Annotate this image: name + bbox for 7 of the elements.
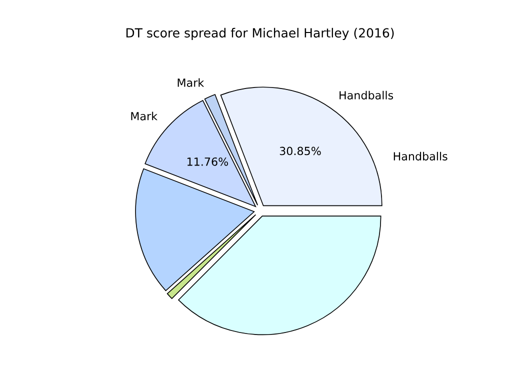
text: Handballs — [394, 152, 448, 160]
slice-label: Mark — [178, 78, 204, 87]
data-label: 11.76% — [187, 157, 228, 166]
slice-label: Mark — [131, 112, 158, 120]
slice-label: Handballs — [340, 90, 394, 100]
data-label: 30.85% — [280, 146, 321, 156]
chart-title: DT score spread for Michael Hartley (2016) — [126, 28, 394, 40]
